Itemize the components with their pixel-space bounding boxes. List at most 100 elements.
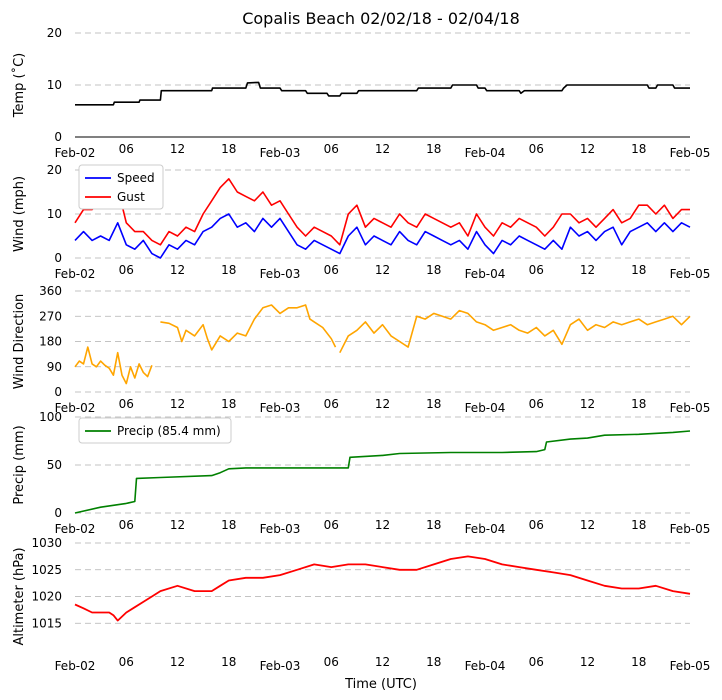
x-tick-label: 18: [426, 655, 441, 669]
y-tick-label: 270: [39, 309, 62, 323]
y-tick-label: 0: [54, 385, 62, 399]
x-tick-label: 18: [221, 518, 236, 532]
x-tick-label: 12: [170, 397, 185, 411]
y-tick-label: 1020: [31, 590, 62, 604]
x-tick-label: 18: [631, 518, 646, 532]
x-tick-label: Feb-05: [670, 146, 711, 160]
x-tick-label: 06: [119, 142, 134, 156]
series-line-temp: [75, 81, 690, 106]
x-tick-label: 12: [580, 142, 595, 156]
x-tick-label: 18: [221, 655, 236, 669]
x-tick-label: 06: [324, 518, 339, 532]
x-tick-label: Feb-03: [260, 659, 301, 673]
panel-altimeter: 1015 1020 1025 1030 Altimeter (hPa) Feb-02 06 1…: [12, 536, 710, 673]
panel-temperature: 0 10 20 Temp (˚C) Feb-02 06 12 18 Feb-03 06 12 18 Fe…: [11, 26, 710, 160]
x-tick-label: Feb-04: [465, 659, 506, 673]
series-line-speed: [74, 213, 691, 259]
x-tick-label: 06: [529, 518, 544, 532]
chart-title: Copalis Beach 02/02/18 - 02/04/18: [242, 9, 520, 28]
x-tick-label: 12: [375, 263, 390, 277]
x-tick-label: 06: [119, 518, 134, 532]
x-tick-label: 12: [170, 263, 185, 277]
x-tick-label: 12: [580, 397, 595, 411]
x-tick-label: Feb-02: [55, 522, 96, 536]
x-tick-label: 18: [631, 397, 646, 411]
series-line-direction: [160, 304, 337, 351]
x-tick-label: 18: [631, 263, 646, 277]
x-tick-label: Feb-04: [465, 401, 506, 415]
x-tick-label: Feb-05: [670, 659, 711, 673]
y-tick-label: 90: [47, 360, 62, 374]
y-axis-label: Wind (mph): [12, 176, 27, 252]
y-tick-label: 10: [47, 207, 62, 221]
x-tick-label: 12: [170, 518, 185, 532]
x-tick-label: 06: [324, 142, 339, 156]
x-tick-label: 12: [170, 655, 185, 669]
x-tick-label: Feb-04: [465, 267, 506, 281]
x-tick-label: Feb-03: [260, 267, 301, 281]
x-tick-label: 06: [529, 263, 544, 277]
series-line-direction: [339, 309, 691, 354]
series-line-gust: [74, 178, 690, 246]
legend-box: [78, 417, 232, 444]
x-tick-label: Feb-05: [670, 522, 711, 536]
x-tick-label: 18: [221, 142, 236, 156]
y-tick-label: 10: [47, 78, 62, 92]
x-tick-label: 18: [631, 655, 646, 669]
x-tick-label: 12: [580, 518, 595, 532]
x-tick-label: 18: [426, 263, 441, 277]
y-tick-label: 1015: [31, 616, 62, 630]
x-tick-label: 18: [426, 142, 441, 156]
x-tick-label: Feb-03: [260, 146, 301, 160]
y-tick-label: 1030: [31, 536, 62, 550]
x-tick-label: Feb-02: [55, 659, 96, 673]
series-line-direction: [74, 346, 153, 385]
series-line-altimeter: [74, 555, 691, 622]
x-tick-label: 06: [119, 655, 134, 669]
y-tick-label: 100: [39, 410, 62, 424]
x-tick-label: 12: [375, 518, 390, 532]
y-axis-label: Precip (mm): [12, 425, 27, 504]
x-tick-label: 18: [221, 263, 236, 277]
panel-precip: 0 50 100 Precip (mm) Feb-02 06 12 18 Feb-03 06 12 1…: [12, 410, 710, 536]
x-tick-label: Feb-04: [465, 146, 506, 160]
x-tick-label: 18: [631, 142, 646, 156]
x-tick-label: 06: [529, 142, 544, 156]
legend-entry: Speed: [117, 171, 155, 185]
y-tick-label: 20: [47, 163, 62, 177]
x-tick-label: Feb-02: [55, 146, 96, 160]
legend-entry: Gust: [117, 190, 145, 204]
x-tick-label: 12: [170, 142, 185, 156]
x-tick-label: Feb-03: [260, 401, 301, 415]
y-tick-label: 180: [39, 335, 62, 349]
x-tick-label: 06: [119, 263, 134, 277]
y-tick-label: 20: [47, 26, 62, 40]
legend-entry: Precip (85.4 mm): [117, 424, 221, 438]
x-tick-label: 18: [426, 518, 441, 532]
x-tick-label: 18: [221, 397, 236, 411]
x-tick-label: Feb-03: [260, 522, 301, 536]
x-axis-label: Time (UTC): [344, 677, 417, 692]
x-tick-label: 06: [324, 655, 339, 669]
x-tick-label: Feb-05: [670, 401, 711, 415]
x-tick-label: 06: [529, 655, 544, 669]
x-tick-label: 12: [580, 263, 595, 277]
x-tick-label: Feb-05: [670, 267, 711, 281]
x-tick-label: Feb-02: [55, 267, 96, 281]
legend-box: [78, 164, 164, 210]
x-tick-label: Feb-02: [55, 401, 96, 415]
y-axis-label: Altimeter (hPa): [12, 547, 27, 645]
y-tick-label: 1025: [31, 563, 62, 577]
y-tick-label: 0: [54, 251, 62, 265]
y-axis-label: Wind Direction: [12, 294, 27, 390]
x-tick-label: 06: [529, 397, 544, 411]
y-axis-label: Temp (˚C): [11, 53, 27, 119]
x-tick-label: 12: [375, 397, 390, 411]
x-tick-label: 06: [324, 263, 339, 277]
x-tick-label: 06: [324, 397, 339, 411]
panel-direction: 0 90 180 270 360 Wind Direction Feb-02 06 12 18 Fe…: [12, 284, 710, 415]
x-tick-label: 12: [375, 655, 390, 669]
x-tick-label: Feb-04: [465, 522, 506, 536]
y-tick-label: 50: [47, 458, 62, 472]
